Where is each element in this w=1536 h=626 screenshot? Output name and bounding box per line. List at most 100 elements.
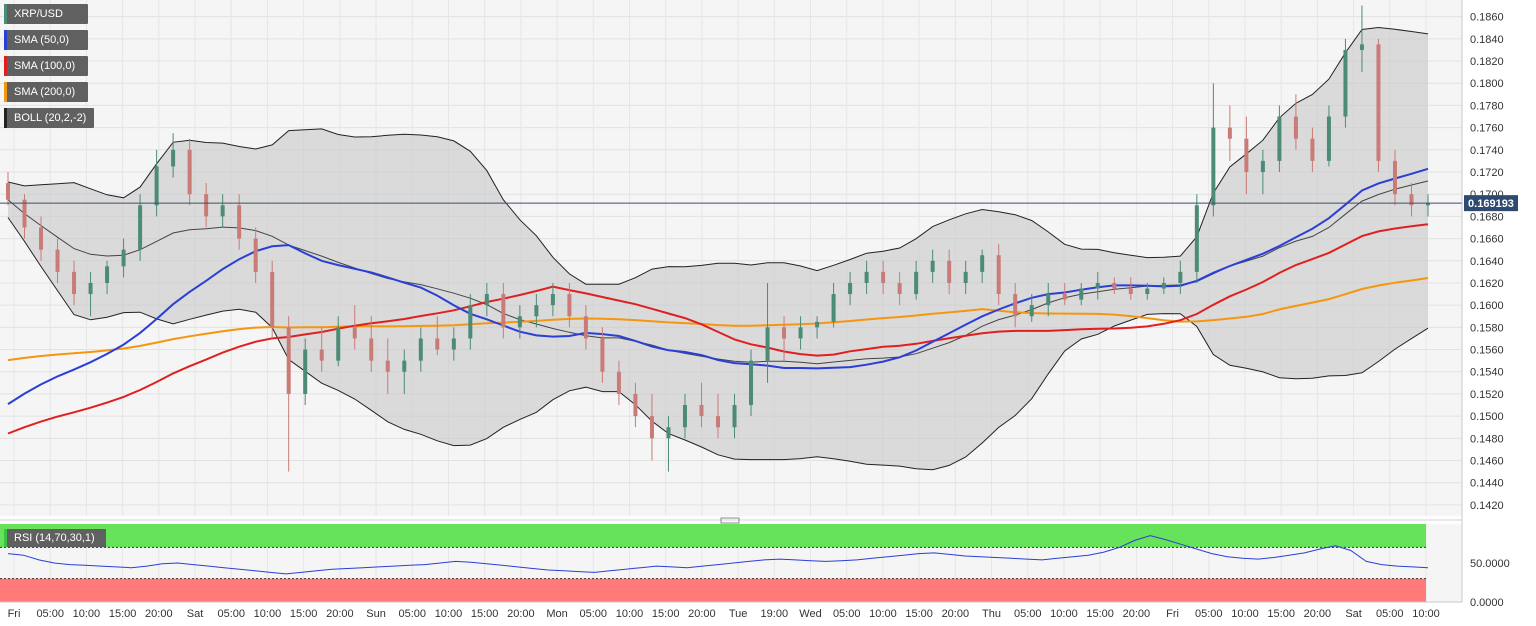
time-axis-label: 05:00 [398, 608, 426, 620]
legend-swatch [4, 82, 7, 102]
time-axis-label: 15:00 [905, 608, 933, 620]
candle-body [220, 205, 225, 217]
candle-body [385, 360, 390, 372]
bollinger-upper-line [7, 26, 1429, 285]
candle-body [468, 305, 473, 339]
price-tick-label: 0.1860 [1470, 12, 1504, 24]
time-axis-label: 20:00 [1123, 608, 1151, 620]
candle-body [831, 294, 836, 322]
legend-sma50[interactable]: SMA (50,0) [4, 30, 88, 50]
time-axis-label: Tue [729, 608, 748, 620]
candle-body [1194, 205, 1199, 272]
time-axis-label: 10:00 [616, 608, 644, 620]
candle-body [121, 249, 126, 267]
time-axis-label: 10:00 [435, 608, 463, 620]
sma50-line [7, 167, 1429, 405]
candle-body [319, 349, 324, 361]
price-tick-label: 0.1540 [1470, 367, 1504, 379]
candle-body [1392, 160, 1397, 195]
candle-body [484, 294, 489, 306]
candle-body [782, 327, 787, 339]
sma100-line [7, 223, 1429, 435]
time-axis-label: Fri [8, 608, 21, 620]
price-tick-label: 0.1620 [1470, 278, 1504, 290]
candle-body [1079, 288, 1084, 300]
time-axis-label: 15:00 [109, 608, 137, 620]
rsi-tick-label: 0.0000 [1470, 597, 1504, 609]
price-tick-label: 0.1740 [1470, 145, 1504, 157]
price-tick-label: 0.1520 [1470, 389, 1504, 401]
legend-label: BOLL (20,2,-2) [14, 112, 87, 124]
legend-sma200[interactable]: SMA (200,0) [4, 82, 88, 102]
price-tick-label: 0.1800 [1470, 78, 1504, 90]
rsi-oversold-zone [0, 578, 1426, 602]
candle-body [848, 282, 853, 295]
candle-body [187, 149, 192, 195]
candle-body [980, 255, 985, 272]
candle-body [996, 255, 1001, 295]
price-tick-label: 0.1500 [1470, 411, 1504, 423]
legend-swatch [4, 4, 7, 24]
candle-body [1293, 116, 1298, 139]
candle-body [154, 166, 159, 206]
candle-body [1227, 127, 1232, 139]
candle-body [1343, 49, 1348, 117]
legend-label: SMA (200,0) [14, 86, 76, 98]
last-price-tag [1464, 195, 1518, 212]
price-tick-label: 0.1480 [1470, 433, 1504, 445]
candle-body [1062, 294, 1067, 300]
candle-body [881, 271, 886, 283]
candle-body [1128, 288, 1133, 295]
candle-body [1409, 194, 1414, 206]
legend-label: SMA (100,0) [14, 60, 76, 72]
time-axis-label: 05:00 [1014, 608, 1042, 620]
legend-rsi[interactable]: RSI (14,70,30,1) [4, 529, 106, 547]
time-axis-label: 10:00 [1050, 608, 1078, 620]
candle-body [930, 260, 935, 272]
candle-body [963, 271, 968, 283]
candle-body [1095, 282, 1100, 289]
candle-body [765, 327, 770, 361]
candle-body [947, 260, 952, 283]
candle-body [567, 294, 572, 317]
price-tick-label: 0.1440 [1470, 478, 1504, 490]
legend-label: XRP/USD [14, 8, 63, 20]
legend-sma100[interactable]: SMA (100,0) [4, 56, 88, 76]
legend-swatch [4, 56, 7, 76]
time-axis-label: 15:00 [1267, 608, 1295, 620]
price-tick-label: 0.1600 [1470, 300, 1504, 312]
candle-body [1359, 44, 1364, 50]
rsi-line [7, 535, 1429, 575]
candle-body [88, 282, 93, 295]
price-tick-label: 0.1580 [1470, 322, 1504, 334]
candle-body [22, 199, 27, 228]
candle-body [1310, 138, 1315, 161]
candle-body [716, 416, 720, 428]
time-axis-label: Sat [187, 608, 204, 620]
candle-body [1260, 160, 1265, 172]
legend-symbol[interactable]: XRP/USD [4, 4, 88, 24]
candle-body [418, 338, 423, 361]
candle-body [39, 227, 44, 250]
candle-body [732, 405, 737, 428]
candle-body [501, 294, 506, 328]
time-axis-label: 19:00 [761, 608, 789, 620]
time-axis-label: 05:00 [580, 608, 608, 620]
legend-label: RSI (14,70,30,1) [14, 532, 95, 544]
candle-body [1326, 116, 1331, 161]
time-axis-label: 20:00 [688, 608, 716, 620]
time-axis-label: 10:00 [1231, 608, 1259, 620]
legend-boll[interactable]: BOLL (20,2,-2) [4, 108, 95, 128]
bollinger-band-fill [8, 27, 1428, 470]
time-axis-label: 10:00 [869, 608, 897, 620]
candle-body [1112, 282, 1117, 289]
time-axis-label: 20:00 [1304, 608, 1332, 620]
price-tick-label: 0.1820 [1470, 56, 1504, 68]
candle-body [815, 321, 820, 328]
price-tick-label: 0.1780 [1470, 100, 1504, 112]
candle-body [1244, 138, 1249, 172]
candle-body [633, 393, 638, 417]
candle-body [616, 371, 621, 394]
candle-body [699, 405, 704, 417]
